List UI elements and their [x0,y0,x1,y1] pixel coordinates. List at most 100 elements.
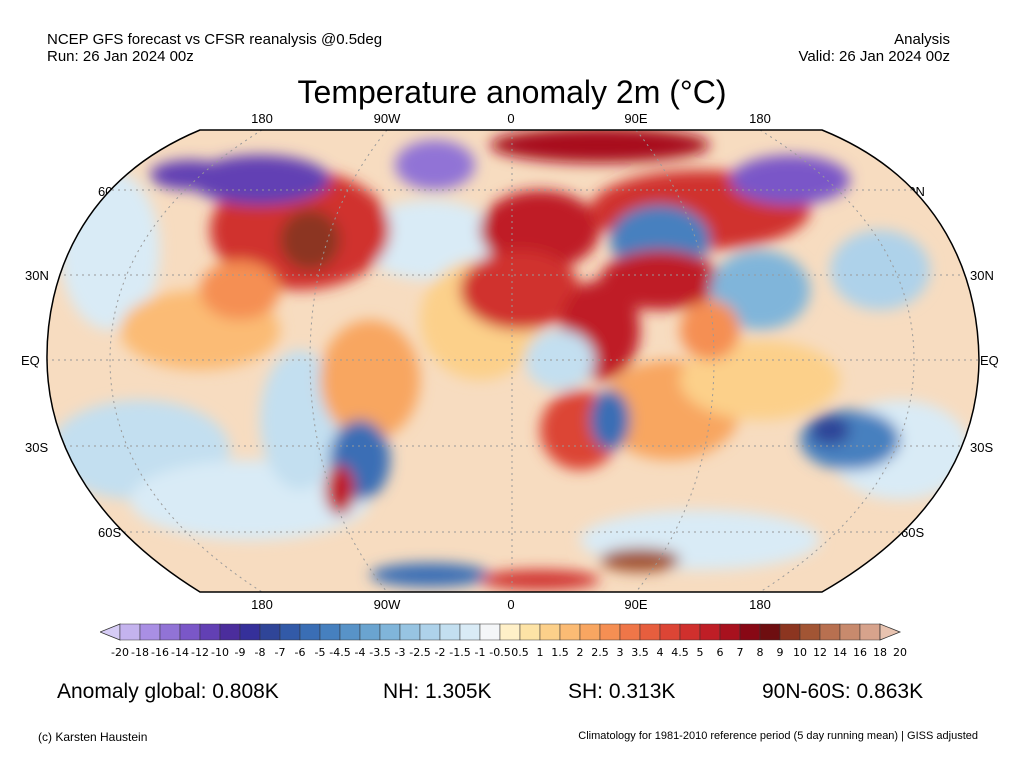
graticule [46,130,980,592]
colorbar-swatch [199,623,221,641]
valid-time-label: Valid: 26 Jan 2024 00z [798,48,950,65]
colorbar-swatch [219,623,241,641]
colorbar-swatch [439,623,461,641]
stat-global-anomaly: Anomaly global: 0.808K [57,680,279,703]
colorbar-swatch [739,623,761,641]
colorbar-swatch [379,623,401,641]
colorbar-swatch [819,623,841,641]
colorbar-tick-label: 18 [873,646,887,659]
colorbar-swatch [579,623,601,641]
copyright-label: (c) Karsten Haustein [38,730,148,744]
colorbar-tick-label: -16 [151,646,169,659]
colorbar-swatch [119,623,141,641]
colorbar-swatch [419,623,441,641]
climatology-note: Climatology for 1981-2010 reference peri… [578,730,978,742]
lon-label-bottom-90e: 90E [624,597,648,612]
colorbar-swatch [319,623,341,641]
colorbar-swatch [719,623,741,641]
colorbar-min-arrow [100,623,121,641]
lat-label-right-eq: EQ [980,353,999,368]
colorbar-swatch [159,623,181,641]
colorbar-tick-label: -5 [314,646,326,659]
colorbar-swatch [339,623,361,641]
colorbar-swatch [399,623,421,641]
colorbar-tick-label: -4.5 [329,646,351,659]
colorbar-swatch [859,623,881,641]
map-field [46,130,980,592]
colorbar-tick-label: -20 [111,646,129,659]
lon-label-top-180e: 180 [749,111,771,126]
colorbar-swatch [279,623,301,641]
colorbar-swatch [619,623,641,641]
colorbar-swatch [259,623,281,641]
colorbar-max-arrow [879,623,902,641]
colorbar-tick-label: -1 [474,646,486,659]
map-outline [46,129,980,593]
colorbar-tick-label: -4 [354,646,366,659]
colorbar-swatch [459,623,481,641]
colorbar-swatch [799,623,821,641]
colorbar-swatch [179,623,201,641]
colorbar-swatch [239,623,261,641]
lon-label-top-180w: 180 [251,111,273,126]
colorbar-tick-label: 20 [893,646,907,659]
map-title: Temperature anomaly 2m (°C) [297,74,727,110]
colorbar-tick-label: -3 [394,646,406,659]
colorbar-swatch [599,623,621,641]
colorbar-tick-label: -8 [254,646,266,659]
colorbar-swatch [839,623,861,641]
colorbar-tick-label: 14 [833,646,847,659]
colorbar-swatch [699,623,721,641]
colorbar-swatch [679,623,701,641]
colorbar-swatch [359,623,381,641]
colorbar-swatch [659,623,681,641]
colorbar-tick-label: 4 [656,646,664,659]
colorbar-tick-label: -10 [211,646,229,659]
colorbar-tick-label: 1 [536,646,544,659]
colorbar-tick-label: -2 [434,646,446,659]
lon-label-bottom-180e: 180 [749,597,771,612]
colorbar-tick-label: 3.5 [631,646,649,659]
stat-arctic-anomaly: 90N-60S: 0.863K [762,680,924,703]
colorbar-tick-label: -6 [294,646,306,659]
colorbar-tick-label: 3 [616,646,624,659]
colorbar-tick-label: 7 [736,646,744,659]
colorbar-swatch [499,623,521,641]
colorbar-tick-label: 2 [576,646,584,659]
colorbar-tick-label: 4.5 [671,646,689,659]
colorbar-labels: -20 -1 8 -16 -14 -12 -10 -9 -8 -7 -6 -5 -4.5 -4 -3.5 -3… [0,646,1024,660]
colorbar-tick-label: -3.5 [369,646,391,659]
lat-label-right-30s: 30S [970,440,994,455]
stat-nh-anomaly: NH: 1.305K [383,680,492,703]
colorbar-swatch [299,623,321,641]
colorbar-tick-label: 12 [813,646,827,659]
run-time-label: Run: 26 Jan 2024 00z [47,48,194,65]
lon-label-top-90e: 90E [624,111,648,126]
colorbar-swatch [559,623,581,641]
colorbar-tick-label: 0.5 [511,646,529,659]
model-source-label: NCEP GFS forecast vs CFSR reanalysis @0.… [47,31,383,48]
colorbar-tick-label: 8 [756,646,764,659]
colorbar-swatch [479,623,501,641]
colorbar-tick-label: 2.5 [591,646,609,659]
colorbar-swatch [639,623,661,641]
colorbar-tick-label: 9 [776,646,784,659]
colorbar-tick-label: 6 [716,646,724,659]
colorbar-swatch [539,623,561,641]
colorbar-tick-label: -7 [274,646,286,659]
colorbar-tick-label: -14 [171,646,189,659]
product-type-label: Analysis [894,31,950,48]
colorbar-tick-label: -9 [234,646,246,659]
colorbar-tick-label: -1.5 [449,646,471,659]
colorbar-tick-label: -0.5 [489,646,511,659]
stat-sh-anomaly: SH: 0.313K [568,680,676,703]
lon-label-top-90w: 90W [373,111,401,126]
colorbar-tick-label: -12 [191,646,209,659]
colorbar-tick-label: -2.5 [409,646,431,659]
lon-label-top-0: 0 [507,111,515,126]
colorbar-tick-label: 16 [853,646,867,659]
colorbar-tick-label: 1.5 [551,646,569,659]
colorbar-tick-label: 10 [793,646,807,659]
lon-label-bottom-90w: 90W [373,597,401,612]
